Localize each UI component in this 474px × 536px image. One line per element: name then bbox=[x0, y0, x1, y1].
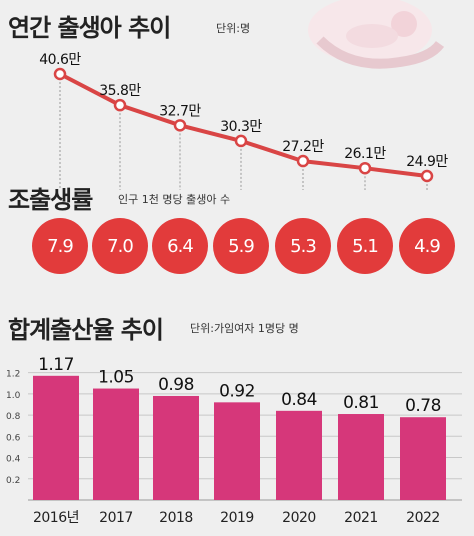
rate-circle: 7.0 bbox=[92, 218, 148, 274]
bar bbox=[214, 402, 260, 500]
y-tick-label: 0.2 bbox=[6, 476, 20, 486]
rate-circle: 5.1 bbox=[337, 218, 393, 274]
data-point bbox=[234, 134, 248, 148]
bar bbox=[338, 414, 384, 500]
y-tick-label: 1.0 bbox=[6, 391, 21, 401]
data-label: 27.2만 bbox=[282, 139, 324, 155]
x-tick-label: 2022 bbox=[406, 510, 440, 526]
crude-birth-rate-title: 조출생률 bbox=[8, 186, 93, 214]
y-tick-label: 0.8 bbox=[6, 412, 21, 422]
bar-value-label: 0.81 bbox=[343, 393, 379, 413]
x-tick-label: 2020 bbox=[282, 510, 316, 526]
birth-trend-title: 연간 출생아 추이 bbox=[8, 14, 171, 42]
x-tick-label: 2021 bbox=[344, 510, 378, 526]
data-label: 32.7만 bbox=[159, 103, 201, 119]
data-point bbox=[113, 98, 127, 112]
y-tick-label: 1.2 bbox=[6, 370, 20, 380]
y-tick-label: 0.6 bbox=[6, 433, 21, 443]
x-tick-label: 2019 bbox=[220, 510, 254, 526]
data-label: 24.9만 bbox=[406, 154, 448, 170]
data-label: 40.6만 bbox=[39, 52, 81, 68]
bar-value-label: 1.17 bbox=[38, 355, 74, 375]
data-label: 30.3만 bbox=[220, 119, 262, 135]
bar bbox=[33, 375, 79, 500]
rate-circle: 6.4 bbox=[152, 218, 208, 274]
mother-baby-illustration bbox=[308, 0, 445, 69]
rate-circle: 5.3 bbox=[275, 218, 331, 274]
bar bbox=[153, 395, 199, 500]
x-tick-label: 2018 bbox=[159, 510, 193, 526]
rate-circle: 5.9 bbox=[213, 218, 269, 274]
data-point bbox=[296, 154, 310, 168]
data-point bbox=[173, 119, 187, 132]
data-label: 26.1만 bbox=[344, 146, 386, 162]
data-point bbox=[420, 169, 434, 183]
birth-trend-unit: 단위:명 bbox=[216, 22, 251, 35]
bar-value-label: 1.05 bbox=[98, 368, 134, 388]
data-point bbox=[53, 67, 67, 81]
y-tick-label: 0.4 bbox=[6, 455, 21, 465]
bar bbox=[93, 388, 139, 500]
bar-value-label: 0.84 bbox=[281, 390, 317, 410]
x-tick-label: 2016년 bbox=[33, 510, 79, 526]
bar bbox=[276, 410, 322, 500]
fertility-rate-unit: 단위:가임여자 1명당 명 bbox=[190, 322, 299, 335]
bar-value-label: 0.78 bbox=[405, 396, 441, 416]
rate-circle: 7.9 bbox=[32, 218, 88, 274]
data-point bbox=[358, 161, 372, 175]
bar bbox=[400, 417, 446, 500]
fertility-rate-title: 합계출산율 추이 bbox=[8, 316, 164, 344]
bar-value-label: 0.98 bbox=[158, 375, 194, 395]
x-tick-label: 2017 bbox=[99, 510, 133, 526]
crude-birth-rate-unit: 인구 1천 명당 출생아 수 bbox=[118, 193, 231, 206]
data-label: 35.8만 bbox=[99, 83, 141, 99]
bar-value-label: 0.92 bbox=[219, 381, 255, 401]
birth-trend-line-chart: 40.6만 35.8만 32.7만 30.3만 27.2만 26.1만 24.9만 bbox=[39, 52, 449, 190]
rate-circle: 4.9 bbox=[399, 218, 455, 274]
